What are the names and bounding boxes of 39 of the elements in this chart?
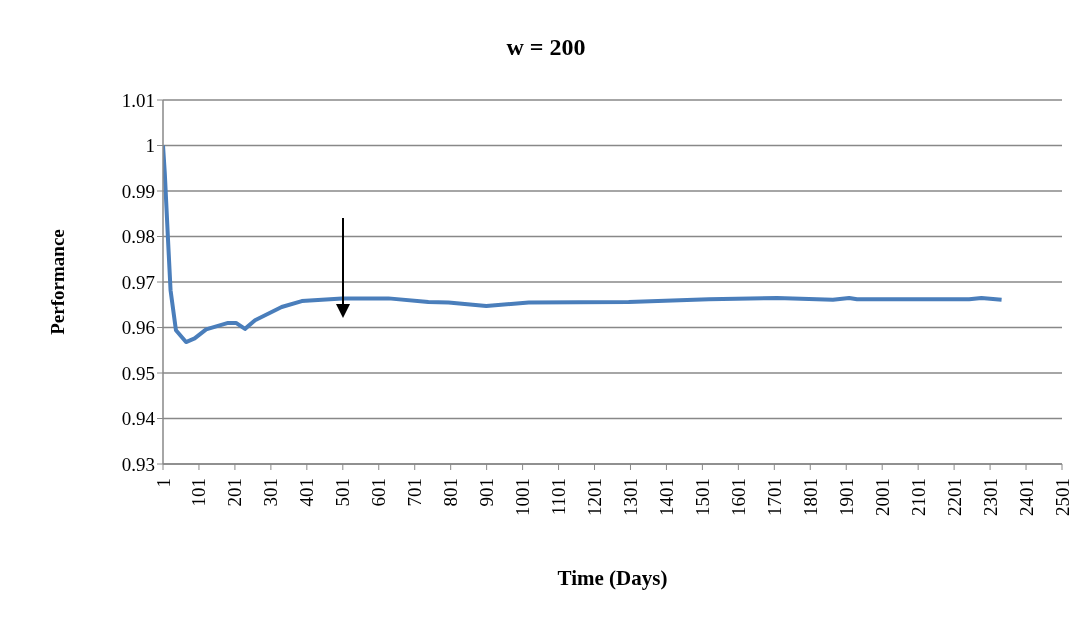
x-tick-label: 201	[224, 478, 246, 507]
y-tick-label: 1.01	[121, 89, 155, 111]
x-tick-label: 2301	[979, 478, 1001, 516]
y-axis-title: Performance	[47, 229, 69, 335]
y-tick-label: 0.95	[121, 362, 155, 384]
x-tick-label: 1201	[584, 478, 606, 516]
y-tick-label: 1	[145, 135, 155, 157]
x-tick-label: 501	[332, 478, 354, 507]
x-tick-label: 1801	[799, 478, 821, 516]
x-tick-label: 1001	[512, 478, 534, 516]
x-tick-label: 2501	[1051, 478, 1073, 516]
x-tick-label: 401	[296, 478, 318, 507]
y-tick-label: 0.96	[121, 317, 155, 339]
x-tick-label: 801	[440, 478, 462, 507]
x-tick-label: 1101	[548, 478, 570, 516]
y-tick-label: 0.94	[121, 408, 156, 430]
x-tick-label: 1701	[763, 478, 785, 516]
x-axis-title: Time (Days)	[556, 566, 669, 591]
x-tick-label: 101	[188, 478, 210, 507]
y-tick-label: 0.97	[121, 271, 155, 293]
x-tick-label: 1301	[619, 478, 641, 516]
x-tick-label: 1601	[727, 478, 749, 516]
x-tick-label: 601	[368, 478, 390, 507]
x-tick-label: 1501	[691, 478, 713, 516]
x-tick-label: 2001	[871, 478, 893, 516]
x-tick-label: 901	[476, 478, 498, 507]
x-tick-label: 2201	[943, 478, 965, 516]
y-tick-label: 0.98	[121, 226, 155, 248]
x-tick-label: 2401	[1015, 478, 1037, 516]
x-tick-label: 1901	[835, 478, 857, 516]
y-tick-label: 0.99	[121, 180, 155, 202]
line-series	[163, 143, 1004, 345]
y-tick-label: 0.93	[121, 453, 155, 475]
x-tick-label: 701	[404, 478, 426, 507]
x-tick-label: 301	[260, 478, 282, 507]
chart-title: w = 200	[505, 34, 587, 61]
x-tick-label: 2101	[907, 478, 929, 516]
x-tick-label: 1401	[655, 478, 677, 516]
x-tick-label: 1	[152, 478, 174, 488]
